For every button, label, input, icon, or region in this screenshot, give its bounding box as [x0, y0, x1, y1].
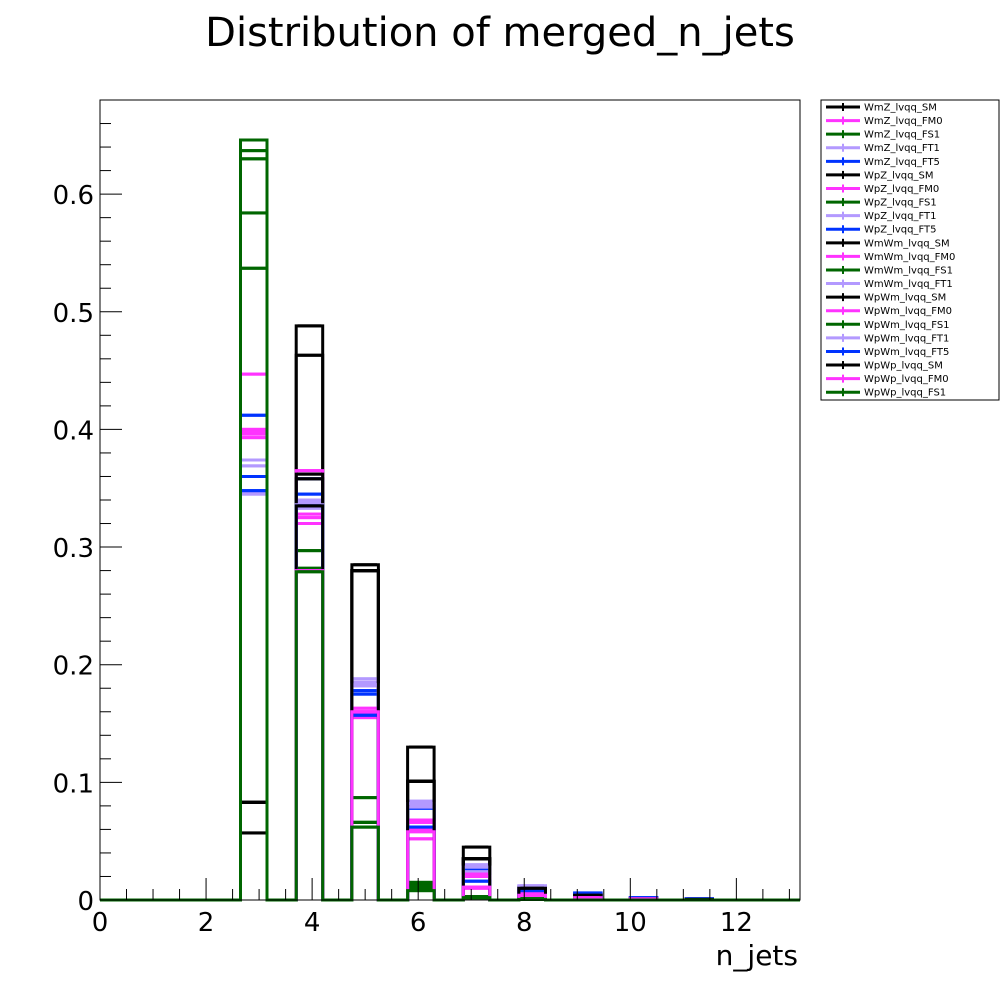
legend-label: WpZ_lvqq_FT1	[864, 211, 937, 222]
legend-label: WmZ_lvqq_FT1	[864, 143, 940, 154]
legend-label: WpWm_lvqq_FT1	[864, 333, 949, 344]
x-tick-label: 6	[410, 908, 427, 938]
legend-label: WpWm_lvqq_FS1	[864, 320, 950, 331]
legend-item-WpWm_lvqq_FT1: WpWm_lvqq_FT1	[826, 333, 949, 344]
legend-item-WpZ_lvqq_FS1: WpZ_lvqq_FS1	[826, 198, 937, 209]
legend-item-WpZ_lvqq_FT1: WpZ_lvqq_FT1	[826, 211, 937, 222]
legend-label: WmZ_lvqq_FT5	[864, 157, 940, 168]
y-tick-label: 0.6	[53, 181, 94, 211]
legend-item-WpWp_lvqq_FM0: WpWp_lvqq_FM0	[826, 374, 949, 385]
legend-item-WmWm_lvqq_FS1: WmWm_lvqq_FS1	[826, 265, 953, 276]
y-tick-label: 0.2	[53, 652, 94, 682]
legend-label: WmWm_lvqq_SM	[864, 238, 950, 249]
x-tick-label: 8	[516, 908, 533, 938]
legend: WmZ_lvqq_SM WmZ_lvqq_FM0 WmZ_lvqq_FS1 WmZ_l…	[820, 99, 1000, 401]
legend-item-WmZ_lvqq_FT5: WmZ_lvqq_FT5	[826, 157, 940, 168]
legend-label: WpWm_lvqq_FT5	[864, 347, 949, 358]
y-tick-label: 0.1	[53, 769, 94, 799]
legend-label: WpZ_lvqq_FM0	[864, 184, 939, 195]
legend-label: WpZ_lvqq_FT5	[864, 225, 937, 236]
x-tick-label: 2	[198, 908, 215, 938]
legend-item-WmZ_lvqq_FS1: WmZ_lvqq_FS1	[826, 130, 940, 141]
legend-label: WmZ_lvqq_FS1	[864, 130, 940, 141]
x-tick-label: 4	[304, 908, 321, 938]
x-axis-title: n_jets	[716, 939, 798, 972]
legend-item-WmZ_lvqq_FM0: WmZ_lvqq_FM0	[826, 116, 943, 127]
legend-item-WpWm_lvqq_SM: WpWm_lvqq_SM	[826, 293, 946, 304]
legend-item-WpWm_lvqq_FT5: WpWm_lvqq_FT5	[826, 347, 949, 358]
legend-label: WpZ_lvqq_FS1	[864, 198, 937, 209]
legend-label: WpWm_lvqq_FM0	[864, 306, 952, 317]
legend-item-WmZ_lvqq_SM: WmZ_lvqq_SM	[826, 103, 937, 114]
y-tick-label: 0.5	[53, 299, 94, 329]
axes-layer: 0 0.1 0.2 0.3 0.4 0.5 0.6 0 2 4 6 8 10 12	[53, 99, 790, 938]
legend-label: WpWp_lvqq_FS1	[864, 388, 946, 399]
y-tick-label: 0.4	[53, 416, 94, 446]
legend-item-WmZ_lvqq_FT1: WmZ_lvqq_FT1	[826, 143, 940, 154]
x-tick-label: 0	[92, 908, 109, 938]
legend-label: WmWm_lvqq_FM0	[864, 252, 955, 263]
legend-item-WpWm_lvqq_FS1: WpWm_lvqq_FS1	[826, 320, 950, 331]
chart-title: Distribution of merged_n_jets	[205, 10, 795, 56]
legend-label: WmWm_lvqq_FT1	[864, 279, 953, 290]
y-tick-label: 0.3	[53, 534, 94, 564]
legend-label: WmZ_lvqq_SM	[864, 103, 937, 114]
legend-item-WpWp_lvqq_SM: WpWp_lvqq_SM	[826, 361, 943, 372]
legend-item-WpZ_lvqq_SM: WpZ_lvqq_SM	[826, 170, 933, 181]
y-tick-label: 0	[77, 887, 94, 917]
x-tick-label: 10	[614, 908, 647, 938]
legend-label: WpWm_lvqq_SM	[864, 293, 946, 304]
legend-label: WpWp_lvqq_SM	[864, 361, 943, 372]
legend-label: WpWp_lvqq_FM0	[864, 374, 949, 385]
legend-label: WpZ_lvqq_SM	[864, 170, 933, 181]
legend-item-WpZ_lvqq_FT5: WpZ_lvqq_FT5	[826, 225, 937, 236]
legend-item-WmWm_lvqq_SM: WmWm_lvqq_SM	[826, 238, 950, 249]
legend-item-WmWm_lvqq_FM0: WmWm_lvqq_FM0	[826, 252, 955, 263]
legend-label: WmWm_lvqq_FS1	[864, 265, 953, 276]
legend-item-WmWm_lvqq_FT1: WmWm_lvqq_FT1	[826, 279, 953, 290]
legend-item-WpZ_lvqq_FM0: WpZ_lvqq_FM0	[826, 184, 939, 195]
legend-label: WmZ_lvqq_FM0	[864, 116, 943, 127]
legend-item-WpWm_lvqq_FM0: WpWm_lvqq_FM0	[826, 306, 952, 317]
legend-item-WpWp_lvqq_FS1: WpWp_lvqq_FS1	[826, 388, 946, 399]
x-tick-label: 12	[720, 908, 753, 938]
